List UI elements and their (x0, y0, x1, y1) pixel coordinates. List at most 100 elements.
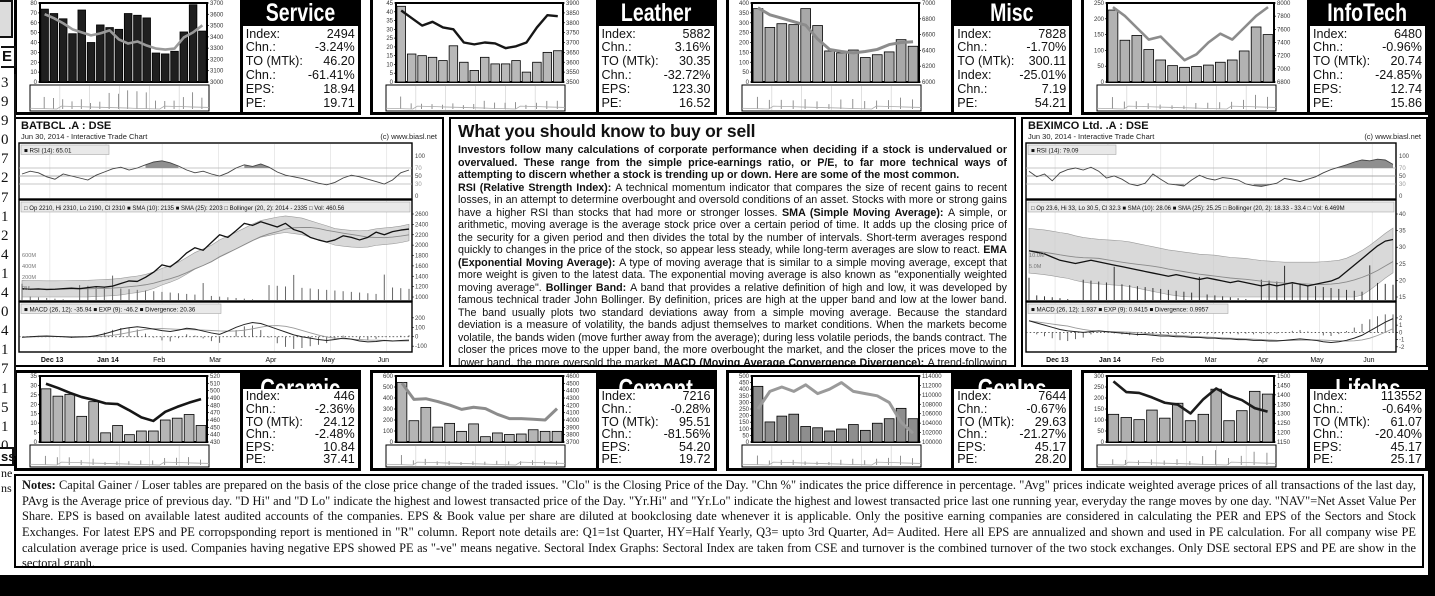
svg-text:300: 300 (383, 407, 394, 413)
svg-text:6000: 6000 (922, 80, 936, 86)
sector-stats: Index: 113552 Chn.: -0.64% TO (MTk): 61.07 Chn… (1310, 389, 1425, 468)
svg-text:2000: 2000 (415, 243, 429, 249)
stat-value: -25.01% (1019, 68, 1067, 83)
stat-value: 19.72 (678, 452, 711, 467)
stat-label: Index: (601, 26, 636, 41)
svg-text:50: 50 (30, 31, 37, 37)
sector-chart: 500 450 400 350 300 250 200 150 100 50 0 114000 1120… (729, 373, 952, 468)
svg-text:1250: 1250 (1277, 421, 1291, 427)
svg-text:10: 10 (386, 62, 393, 68)
sector-row-top: 80 70 60 50 40 30 20 10 0 3700 3600 3500 3400 3300 320… (14, 0, 1428, 115)
stat-row: Index: 2494 (246, 28, 355, 41)
stat-row: EPS: 10.84 (246, 441, 355, 454)
stat-label: Chn.: (957, 402, 988, 417)
sector-title: Service (242, 0, 358, 26)
stat-value: 28.20 (1034, 452, 1067, 467)
svg-text:50: 50 (415, 174, 422, 180)
middle-row: BATBCL .A : DSE Jun 30, 2014 - Interacti… (14, 117, 1428, 367)
stat-row: TO (MTk): 46.20 (246, 55, 355, 68)
stat-label: EPS: (957, 439, 986, 454)
stat-value: -81.56% (663, 427, 711, 442)
stat-row: Index: 7828 (957, 28, 1066, 41)
svg-text:3550: 3550 (566, 70, 580, 76)
svg-text:150: 150 (1094, 407, 1105, 413)
svg-text:6400: 6400 (922, 48, 936, 54)
svg-text:35: 35 (386, 19, 393, 25)
stat-value: 7.19 (1041, 81, 1067, 96)
svg-text:2400: 2400 (415, 222, 429, 228)
sector-chart: 400 350 300 250 200 150 100 50 0 7000 6800 6600 6400… (729, 0, 952, 112)
stat-value: 123.30 (671, 81, 711, 96)
svg-text:Jan 14: Jan 14 (97, 357, 119, 364)
article-title: What you should know to buy or sell (458, 121, 756, 141)
svg-text:108000: 108000 (922, 402, 943, 408)
sector-info-box: Cement Index: 7216 Chn.: -0.28% TO (MTk): 95.… (595, 373, 714, 468)
sector-title: Leather (598, 0, 714, 26)
svg-text:0: 0 (389, 80, 393, 86)
svg-text:3700: 3700 (210, 1, 224, 7)
svg-text:0: 0 (1399, 330, 1403, 336)
svg-text:-1: -1 (1399, 337, 1405, 343)
stat-label: PE: (601, 95, 622, 110)
svg-text:Feb: Feb (153, 357, 165, 364)
notes-box: Notes: Capital Gainer / Loser tables are… (14, 474, 1424, 568)
stat-label: Chn.: (1313, 68, 1344, 83)
svg-text:5: 5 (389, 71, 393, 77)
svg-text:1200: 1200 (415, 284, 429, 290)
stat-value: -2.36% (314, 402, 355, 417)
svg-text:Apr: Apr (265, 357, 277, 364)
svg-text:250: 250 (1094, 385, 1105, 391)
stat-label: Chn.: (601, 40, 632, 55)
svg-text:300: 300 (738, 400, 749, 406)
sector-info-box: Misc Index: 7828 Chn.: -1.70% TO (MTk): 300.1… (951, 0, 1070, 112)
stat-label: Chn.: (601, 402, 632, 417)
stat-label: Chn.: (957, 40, 988, 55)
svg-text:70: 70 (1399, 166, 1406, 172)
notes-label: Notes: (22, 478, 56, 492)
svg-text:114000: 114000 (922, 374, 942, 380)
sector-row-bottom: 35 30 25 20 15 10 5 0 520 510 500 490 480 470 460 450 44… (14, 370, 1428, 471)
svg-text:450: 450 (210, 425, 221, 431)
stat-label: Index: (957, 26, 992, 41)
svg-text:1: 1 (1399, 323, 1403, 329)
svg-text:6600: 6600 (922, 33, 936, 39)
stat-label: Chn.: (245, 427, 276, 442)
svg-text:4600: 4600 (566, 374, 580, 380)
svg-text:7000: 7000 (922, 1, 936, 7)
cropped-digit: 1 (1, 418, 9, 435)
svg-text:0: 0 (34, 80, 38, 86)
stat-row: Chn.: -61.41% (246, 69, 355, 82)
cropped-digit: 5 (1, 399, 9, 416)
svg-text:3900: 3900 (566, 1, 580, 7)
svg-text:0: 0 (415, 335, 419, 341)
stat-row: PE: 25.17 (1313, 453, 1422, 466)
trade-chart-copyright: (c) www.biasl.net (380, 131, 437, 141)
stat-label: Index: (245, 26, 281, 41)
cropped-digit: 3 (1, 75, 9, 91)
stat-label: PE: (601, 452, 622, 467)
stat-value: 20.74 (1390, 54, 1422, 69)
stat-label: Chn.: (601, 68, 632, 83)
stat-label: PE: (245, 452, 267, 467)
sector-title: GenIns (954, 373, 1070, 390)
svg-text:200: 200 (415, 316, 426, 322)
article-lead: Investors follow many calculations of co… (458, 144, 1007, 182)
stat-label: Chn.: (245, 40, 276, 55)
svg-text:600: 600 (383, 374, 394, 380)
svg-text:-2: -2 (1399, 345, 1405, 351)
svg-text:200: 200 (383, 418, 394, 424)
svg-text:100: 100 (415, 325, 426, 331)
stat-row: Chn.: 3.16% (602, 41, 711, 54)
stat-value: -32.72% (663, 68, 711, 83)
stat-label: TO (MTk): (1313, 414, 1371, 429)
stat-row: PE: 15.86 (1313, 97, 1422, 110)
stat-row: Index: -25.01% (957, 69, 1066, 82)
stat-label: Index: (957, 68, 992, 83)
stat-row: TO (MTk): 20.74 (1313, 55, 1422, 68)
stat-row: EPS: 45.17 (957, 441, 1066, 454)
svg-text:1300: 1300 (1277, 412, 1291, 418)
svg-text:3800: 3800 (566, 433, 580, 439)
svg-text:500: 500 (210, 389, 221, 395)
svg-text:70: 70 (415, 166, 422, 172)
svg-text:500: 500 (383, 385, 394, 391)
